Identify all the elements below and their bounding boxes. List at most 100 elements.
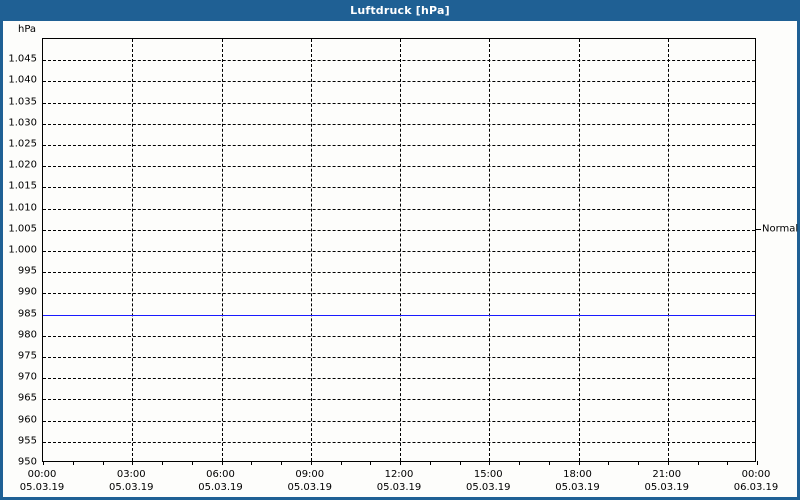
gridline-vertical [132,39,134,461]
y-axis-unit-label: hPa [18,24,37,35]
y-axis-tick-label: 995 [17,265,37,277]
gridline-horizontal [43,81,755,83]
gridline-vertical [310,39,312,461]
x-axis-tick-label: 06:00 05.03.19 [198,468,243,494]
y-axis-tick-label: 1.045 [8,53,37,65]
y-axis-tick-label: 985 [17,308,37,320]
gridline-horizontal [43,208,755,210]
x-axis-time-label: 00:00 [741,469,771,480]
x-axis-time-label: 12:00 [384,469,414,480]
x-axis-minor-tick [548,461,550,465]
gridline-vertical [489,39,491,461]
gridline-horizontal [43,272,755,274]
x-axis-time-label: 18:00 [563,469,592,480]
y-axis-tick-label: 955 [17,435,37,447]
x-axis-tick-label: 12:00 05.03.19 [377,468,422,494]
x-axis-tick-label: 03:00 05.03.19 [109,468,154,494]
gridline-horizontal [43,399,755,401]
x-axis-minor-tick [519,461,520,465]
y-axis-tick-label: 965 [17,392,37,404]
x-axis-minor-tick [638,461,639,465]
gridline-horizontal [43,420,755,422]
x-axis-minor-tick [697,461,699,465]
x-axis-date-label: 05.03.19 [555,482,600,493]
gridline-horizontal [43,335,755,337]
x-axis-minor-tick [191,461,193,465]
x-axis-minor-tick [102,461,104,465]
x-axis-minor-tick [400,461,401,465]
x-axis-minor-tick [429,461,431,465]
window-title-bar: Luftdruck [hPa] [0,0,800,21]
x-axis-minor-tick [727,461,729,465]
x-axis-minor-tick [578,461,580,465]
x-axis-minor-tick [459,461,461,465]
y-axis-tick-label: 970 [17,371,37,383]
gridline-vertical [221,39,223,461]
x-axis-date-label: 06.03.19 [733,482,779,493]
x-axis-tick-label: 00:00 06.03.19 [734,468,779,494]
y-axis-tick-label: 1.010 [8,202,37,214]
gridline-horizontal [43,378,755,380]
x-axis-minor-tick [310,461,312,465]
x-axis-tick-label: 18:00 05.03.19 [555,468,600,494]
x-axis-minor-tick [608,461,610,465]
gridline-vertical [400,39,401,461]
y-axis-tick-label: 1.015 [8,180,37,192]
gridline-horizontal [43,123,755,125]
x-axis-time-label: 06:00 [206,469,235,480]
gridline-horizontal [43,187,755,189]
y-axis-tick-label: 980 [17,329,37,341]
x-axis-tick-label: 00:00 05.03.19 [20,468,65,494]
x-axis-minor-tick [72,461,74,465]
y-axis-tick-label: 1.025 [8,138,37,150]
y-axis-tick-label: 1.005 [8,223,37,235]
x-axis-minor-tick [43,461,44,465]
x-axis-date-label: 05.03.19 [465,482,511,493]
x-axis-date-label: 05.03.19 [376,482,422,493]
gridline-horizontal [43,166,755,168]
gridline-vertical [578,39,580,461]
x-axis-minor-tick [162,461,163,465]
x-axis-date-label: 05.03.19 [108,482,154,493]
x-axis-tick-label: 15:00 05.03.19 [466,468,511,494]
gridline-horizontal [43,357,755,358]
x-axis-date-label: 05.03.19 [198,482,243,493]
gridline-horizontal [43,441,755,443]
gridline-horizontal [43,229,755,231]
x-axis-date-label: 05.03.19 [287,482,333,493]
gridline-horizontal [43,251,755,252]
gridline-horizontal [43,145,755,146]
window-title: Luftdruck [hPa] [350,4,450,17]
normal-level-tick [756,228,761,230]
y-axis-tick-label: 1.000 [8,244,37,256]
x-axis-minor-tick [370,461,372,465]
x-axis-date-label: 05.03.19 [644,482,690,493]
x-axis-minor-tick [757,461,758,465]
x-axis-minor-tick [251,461,253,465]
y-axis-tick-label: 960 [17,414,37,426]
x-axis-minor-tick [132,461,134,465]
gridline-vertical [667,39,669,461]
series-line-luftdruck [43,314,755,316]
x-axis-tick-label: 09:00 05.03.19 [287,468,332,494]
y-axis-tick-label: 1.035 [8,96,37,108]
x-axis-time-label: 15:00 [473,469,503,480]
y-axis-tick-label: 1.030 [8,117,37,129]
plot-area [42,38,758,465]
x-axis-date-label: 05.03.19 [19,482,65,493]
x-axis-time-label: 21:00 [652,469,682,480]
x-axis-time-label: 00:00 [27,469,57,480]
x-axis-tick-label: 21:00 05.03.19 [644,468,689,494]
gridline-horizontal [43,102,755,104]
x-axis-minor-tick [281,461,282,465]
x-axis-minor-tick [221,461,223,465]
y-axis-tick-label: 1.020 [8,159,37,171]
gridline-horizontal [43,293,755,295]
x-axis-minor-tick [489,461,491,465]
normal-level-label: Normal [762,223,799,235]
x-axis-time-label: 03:00 [116,469,146,480]
x-axis-time-label: 09:00 [295,469,325,480]
x-axis-minor-tick [667,461,669,465]
y-axis-tick-label: 950 [17,456,37,468]
